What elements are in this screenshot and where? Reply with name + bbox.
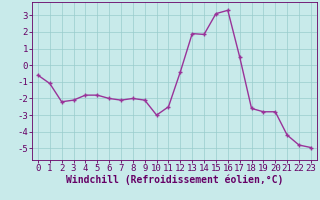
X-axis label: Windchill (Refroidissement éolien,°C): Windchill (Refroidissement éolien,°C) — [66, 175, 283, 185]
